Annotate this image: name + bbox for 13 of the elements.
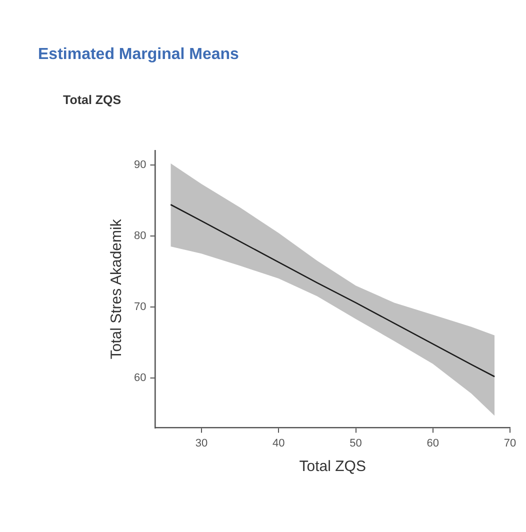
x-axis-title: Total ZQS — [299, 458, 366, 476]
y-tick-label: 90 — [134, 158, 146, 171]
chart-subtitle: Total ZQS — [63, 93, 122, 107]
x-tick-label: 30 — [195, 437, 208, 450]
y-axis-title: Total Stres Akademik — [108, 218, 126, 360]
y-tick-label: 80 — [134, 230, 146, 242]
y-tick-label: 60 — [134, 372, 146, 384]
chart-title: Estimated Marginal Means — [38, 46, 239, 64]
y-tick-label: 70 — [134, 301, 146, 313]
x-tick-label: 40 — [272, 437, 285, 450]
x-tick-label: 70 — [504, 437, 516, 450]
x-tick-label: 60 — [426, 437, 439, 450]
x-tick-label: 50 — [350, 437, 362, 450]
